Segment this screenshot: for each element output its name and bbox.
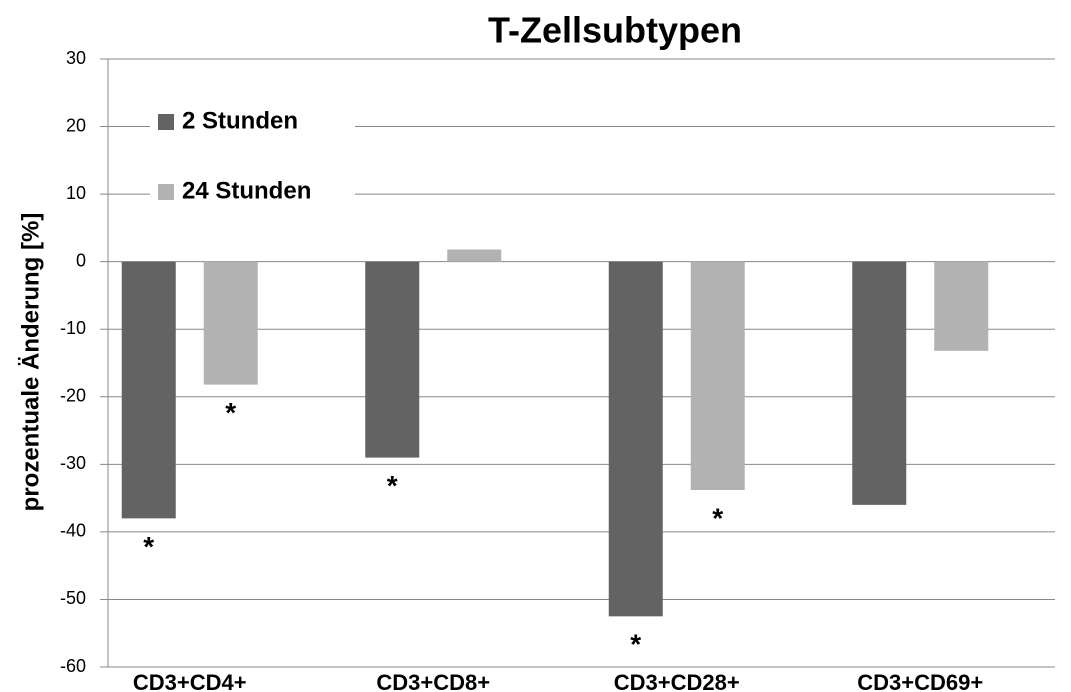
significance-marker: * (630, 629, 641, 660)
y-axis-label: prozentuale Änderung [%] (17, 213, 44, 512)
significance-marker: * (712, 502, 723, 533)
legend-label: 2 Stunden (182, 107, 298, 134)
chart-title: T-Zellsubtypen (488, 10, 742, 51)
legend-swatch (158, 184, 174, 200)
bar (852, 261, 907, 505)
significance-marker: * (387, 470, 398, 501)
x-tick-label: CD3+CD28+ (614, 670, 740, 692)
significance-marker: * (143, 531, 154, 562)
legend-background (150, 98, 355, 218)
y-tick-label: -10 (60, 318, 86, 338)
legend-swatch (158, 114, 174, 130)
x-tick-label: CD3+CD8+ (376, 670, 490, 692)
y-tick-label: 20 (66, 115, 86, 135)
bar (690, 261, 745, 491)
y-tick-label: 30 (66, 48, 86, 68)
significance-marker: * (225, 397, 236, 428)
bar (365, 261, 420, 458)
y-tick-label: -40 (60, 521, 86, 541)
y-tick-label: -60 (60, 656, 86, 676)
bar (608, 261, 663, 617)
bar (447, 249, 502, 262)
x-tick-label: CD3+CD69+ (857, 670, 983, 692)
bar (203, 261, 258, 385)
legend-label: 24 Stunden (182, 177, 311, 204)
y-tick-label: -50 (60, 588, 86, 608)
y-tick-label: -20 (60, 386, 86, 406)
y-tick-label: 10 (66, 183, 86, 203)
bar (121, 261, 176, 519)
y-tick-label: -30 (60, 453, 86, 473)
x-tick-label: CD3+CD4+ (133, 670, 247, 692)
y-tick-label: 0 (76, 250, 86, 270)
bar (934, 261, 989, 351)
